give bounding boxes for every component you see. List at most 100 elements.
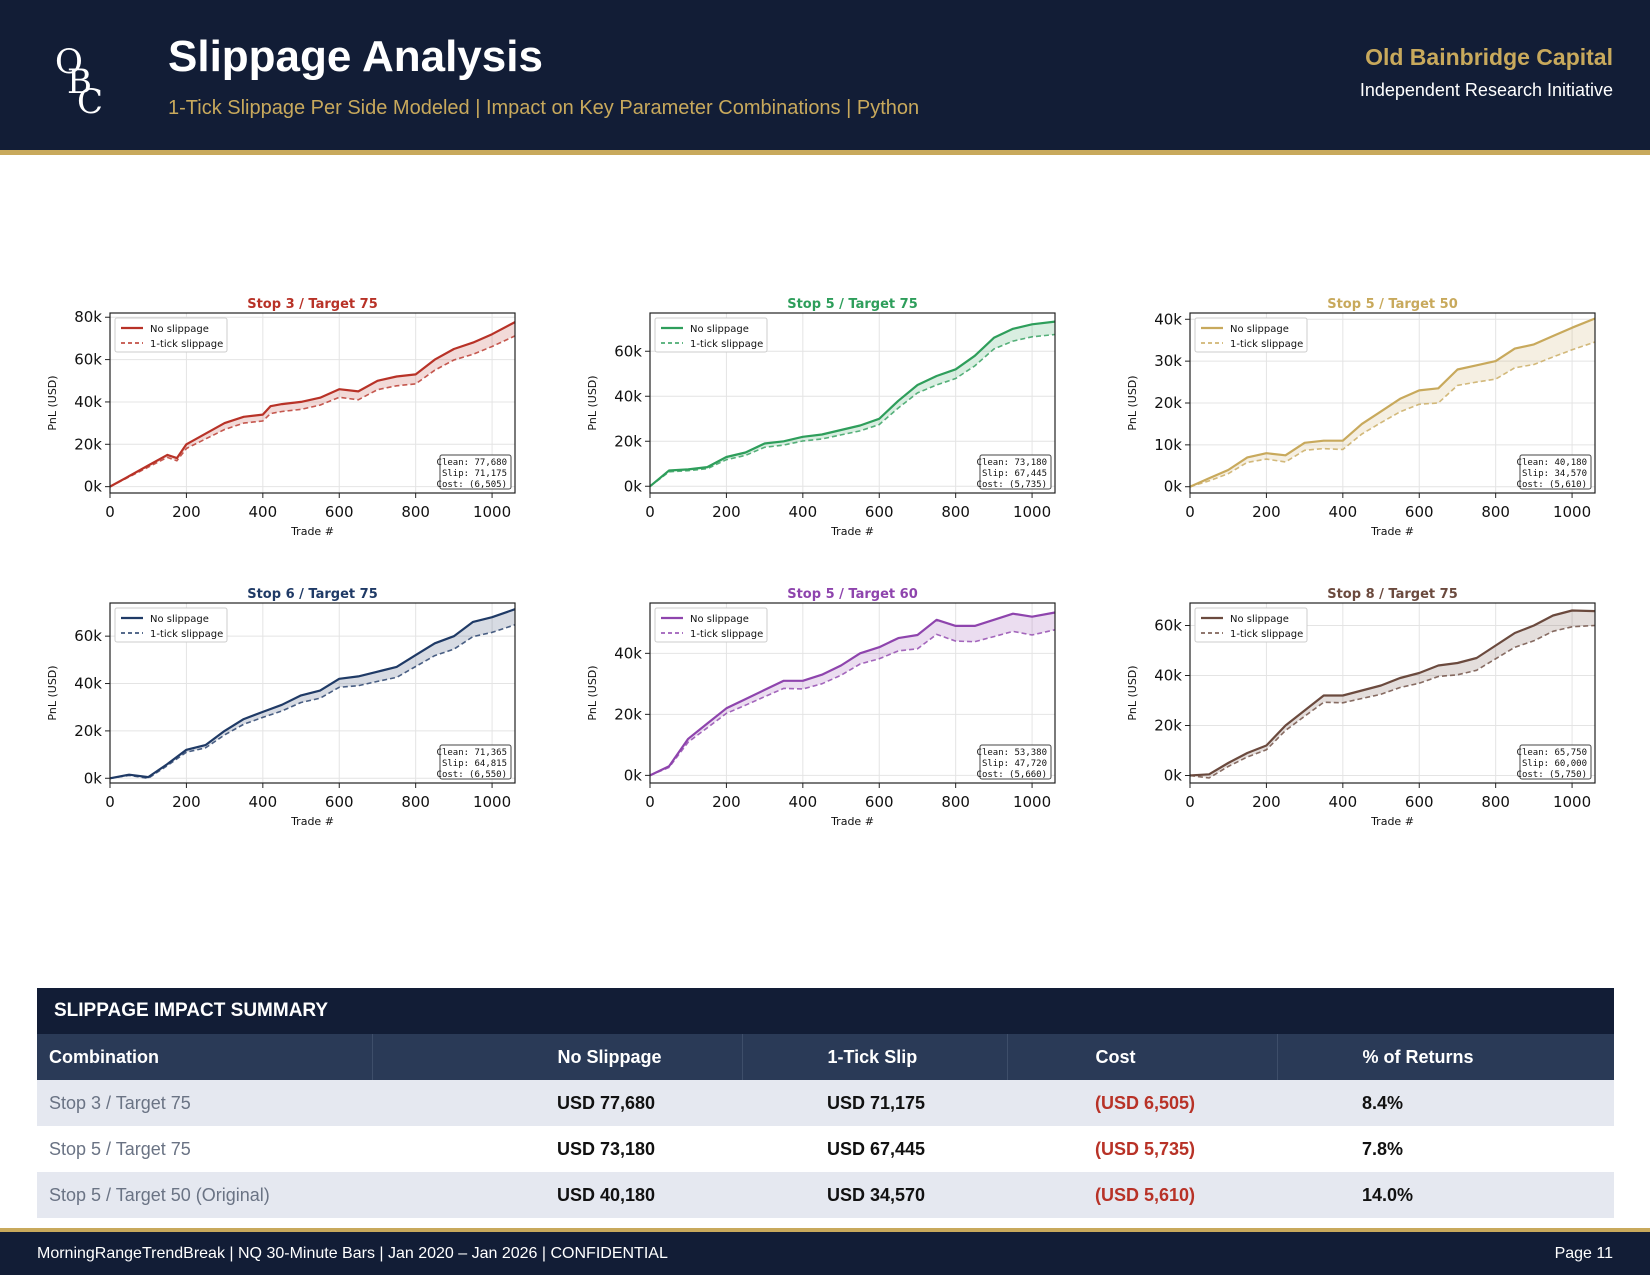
x-tick-label: 200 — [172, 793, 201, 811]
y-tick-label: 0k — [624, 766, 643, 784]
column-header: No Slippage — [372, 1034, 743, 1080]
stats-slip: Slip: 47,720 — [982, 759, 1047, 769]
series-line-slippage — [109, 624, 516, 780]
header-divider — [0, 150, 1650, 155]
pct-returns-cell: 7.8% — [1362, 1138, 1404, 1159]
chart-stop8-target75: Stop 8 / Target 75 0 200 400 600 800 1000 0k 20k… — [1120, 588, 1640, 868]
legend-label: 1-tick slippage — [150, 629, 223, 640]
x-tick-label: 0 — [645, 503, 655, 521]
chart-title: Stop 6 / Target 75 — [247, 588, 378, 602]
no-slippage-cell: USD 77,680 — [372, 1080, 742, 1126]
stats-clean: Clean: 71,365 — [437, 748, 507, 758]
cost-cell: (USD 6,505) — [1007, 1080, 1277, 1126]
stats-clean: Clean: 40,180 — [1517, 458, 1587, 468]
y-tick-label: 20k — [614, 432, 642, 450]
stats-cost: Cost: (5,750) — [1517, 770, 1587, 780]
x-tick-label: 800 — [941, 793, 970, 811]
chart-stop6-target75: Stop 6 / Target 75 0 200 400 600 800 1000 0k 20k… — [40, 588, 560, 868]
legend-label: 1-tick slippage — [150, 339, 223, 350]
chart-title: Stop 5 / Target 75 — [787, 298, 918, 312]
series-line-no-slippage — [1189, 609, 1596, 777]
legend-label: No slippage — [150, 614, 209, 625]
column-header: Cost — [1007, 1034, 1278, 1080]
x-tick-label: 200 — [1252, 503, 1281, 521]
x-tick-label: 800 — [1481, 793, 1510, 811]
stats-cost: Cost: (5,735) — [977, 480, 1047, 490]
no-slippage-cell: USD 73,180 — [557, 1138, 656, 1159]
chart-title: Stop 5 / Target 50 — [1327, 298, 1458, 312]
summary-title: SLIPPAGE IMPACT SUMMARY — [37, 988, 1614, 1034]
x-axis-label: Trade # — [290, 815, 334, 828]
page-subtitle: 1-Tick Slippage Per Side Modeled | Impac… — [168, 97, 920, 119]
y-tick-label: 60k — [1154, 617, 1182, 635]
firm-tagline: Independent Research Initiative — [1359, 80, 1613, 100]
legend-label: 1-tick slippage — [690, 629, 763, 640]
combination-cell: Stop 3 / Target 75 — [37, 1080, 372, 1126]
y-tick-label: 20k — [74, 722, 102, 740]
x-tick-label: 0 — [1185, 503, 1195, 521]
x-tick-label: 1000 — [473, 503, 511, 521]
x-tick-label: 400 — [789, 503, 818, 521]
x-tick-label: 400 — [249, 793, 278, 811]
y-tick-label: 20k — [1154, 717, 1182, 735]
stats-cost: Cost: (5,660) — [977, 770, 1047, 780]
cost-cell: (USD 5,610) — [1007, 1172, 1277, 1218]
stats-cost: Cost: (5,610) — [1517, 480, 1587, 490]
firm-name: Old Bainbridge Capital — [1365, 44, 1613, 70]
y-tick-label: 30k — [1154, 352, 1182, 370]
page-number: Page 11 — [1554, 1245, 1613, 1262]
y-tick-label: 40k — [1154, 310, 1182, 328]
chart-svg: Stop 3 / Target 75 0 200 400 600 800 1000 0k 20k… — [46, 298, 516, 538]
x-tick-label: 400 — [1329, 503, 1358, 521]
legend-label: No slippage — [1230, 324, 1289, 335]
table-row: Stop 3 / Target 75 USD 77,680 USD 71,175… — [37, 1080, 1614, 1126]
chart-svg: Stop 5 / Target 50 0 200 400 600 800 1000 0k 10k… — [1126, 298, 1596, 538]
x-tick-label: 1000 — [1013, 793, 1051, 811]
y-tick-label: 0k — [1164, 478, 1183, 496]
logo-letter-b: B — [67, 62, 92, 102]
x-tick-label: 1000 — [1013, 503, 1051, 521]
x-tick-label: 200 — [172, 503, 201, 521]
plot-frame — [1189, 602, 1596, 784]
chart-svg: Stop 5 / Target 60 0 200 400 600 800 1000 0k 20k… — [586, 588, 1056, 828]
header: O B C Slippage Analysis 1-Tick Slippage … — [0, 0, 1650, 150]
series-line-no-slippage — [109, 321, 516, 488]
series-line-no-slippage — [109, 608, 516, 780]
stats-clean: Clean: 65,750 — [1517, 748, 1587, 758]
column-header: % of Returns — [1277, 1034, 1614, 1080]
series-line-slippage — [109, 335, 516, 488]
y-tick-label: 0k — [84, 769, 103, 787]
x-tick-label: 200 — [712, 503, 741, 521]
legend-label: 1-tick slippage — [690, 339, 763, 350]
combination-cell: Stop 5 / Target 50 (Original) — [37, 1172, 372, 1218]
column-header: 1-Tick Slip — [742, 1034, 1008, 1080]
table-row: Stop 5 / Target 75 USD 73,180 USD 67,445… — [37, 1126, 1614, 1172]
legend-label: 1-tick slippage — [1230, 629, 1303, 640]
footer-divider — [0, 1228, 1650, 1232]
series-line-no-slippage — [649, 320, 1056, 488]
slip-cell: USD 71,175 — [742, 1080, 1007, 1126]
series-line-slippage — [649, 333, 1056, 487]
x-tick-label: 0 — [645, 793, 655, 811]
chart-svg: Stop 8 / Target 75 0 200 400 600 800 1000 0k 20k… — [1126, 588, 1596, 828]
x-axis-label: Trade # — [830, 815, 874, 828]
x-tick-label: 600 — [325, 503, 354, 521]
y-tick-label: 20k — [1154, 394, 1182, 412]
series-line-slippage — [1189, 624, 1596, 779]
stats-slip: Slip: 71,175 — [442, 469, 507, 479]
slippage-band — [650, 612, 1055, 776]
x-tick-label: 800 — [401, 503, 430, 521]
y-axis-label: PnL (USD) — [1126, 375, 1139, 430]
legend-label: No slippage — [1230, 614, 1289, 625]
chart-title: Stop 5 / Target 60 — [787, 588, 918, 602]
summary-table: Combination No Slippage 1-Tick Slip Cost… — [37, 1034, 1614, 1218]
stats-box — [439, 454, 512, 490]
combination-cell: Stop 5 / Target 75 — [49, 1138, 191, 1159]
x-tick-label: 200 — [712, 793, 741, 811]
chart-svg: Stop 5 / Target 75 0 200 400 600 800 1000 0k 20k… — [586, 298, 1056, 538]
stats-box — [979, 744, 1052, 780]
x-tick-label: 0 — [105, 793, 115, 811]
x-tick-label: 400 — [249, 503, 278, 521]
x-tick-label: 800 — [941, 503, 970, 521]
column-header: Combination — [37, 1034, 373, 1080]
